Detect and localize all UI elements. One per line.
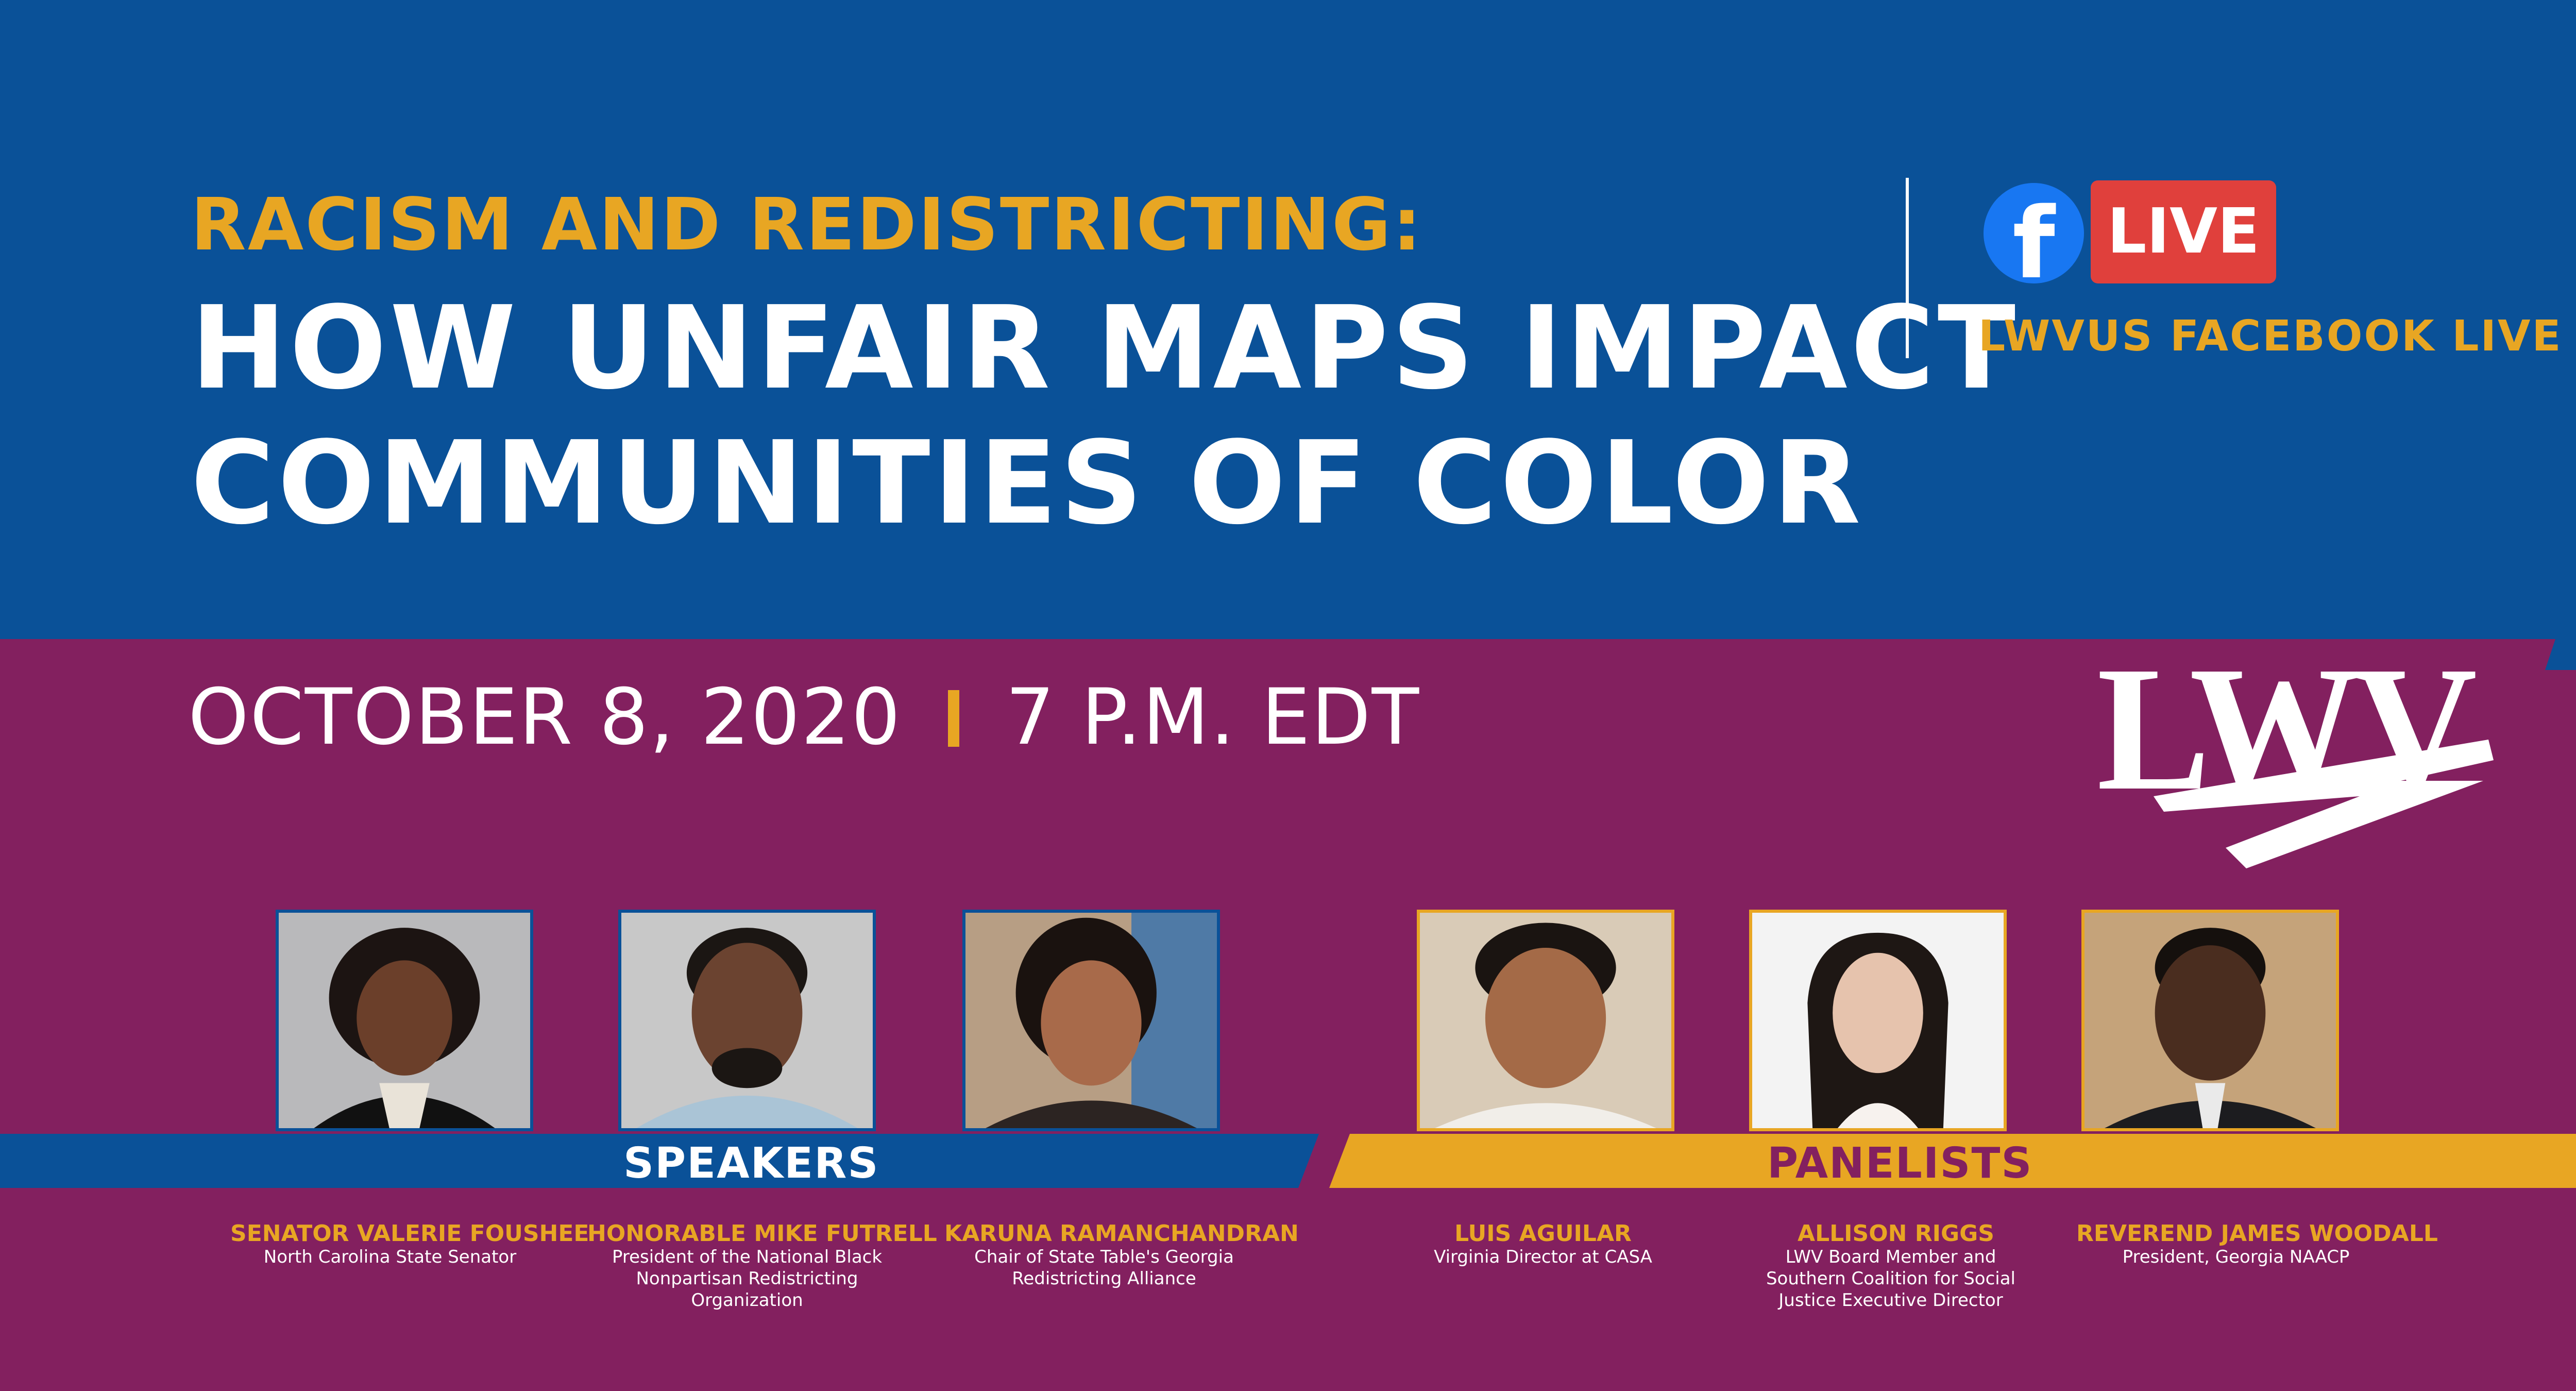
facebook-icon: f — [1984, 183, 2084, 283]
speaker-name-3: KARUNA RAMANCHANDRAN — [944, 1220, 1299, 1247]
speaker-role-3: Chair of State Table's Georgia Redistric… — [974, 1247, 1234, 1289]
speaker-role-1: North Carolina State Senator — [263, 1247, 517, 1267]
panelist-name-2: ALLISON RIGGS — [1798, 1220, 1994, 1247]
live-badge: LIVE — [2091, 180, 2276, 283]
speakers-banner — [0, 1134, 1319, 1188]
panelist-photo-allison-riggs — [1749, 910, 2007, 1131]
panelists-label: PANELISTS — [1767, 1139, 2033, 1188]
speaker-photo-valerie-foushee — [276, 910, 533, 1131]
headline-line-2: COMMUNITIES OF COLOR — [191, 417, 1864, 550]
panelists-banner — [1329, 1134, 2576, 1188]
speaker-name-1: SENATOR VALERIE FOUSHEE — [230, 1220, 589, 1247]
panelist-name-3: REVEREND JAMES WOODALL — [2076, 1220, 2438, 1247]
facebook-live-caption: LWVUS FACEBOOK LIVE — [1978, 312, 2563, 361]
lwv-logo: LWV — [2097, 630, 2494, 868]
date-band — [0, 639, 2576, 773]
speaker-name-2: HONORABLE MIKE FUTRELL — [587, 1220, 937, 1247]
panelist-role-1: Virginia Director at CASA — [1434, 1247, 1652, 1267]
panelist-role-3: President, Georgia NAACP — [2122, 1247, 2350, 1267]
panelist-name-1: LUIS AGUILAR — [1454, 1220, 1632, 1247]
speaker-photo-karuna-ramanchandran — [962, 910, 1220, 1131]
facebook-icon-letter: f — [2012, 187, 2055, 283]
speaker-photo-mike-futrell — [618, 910, 876, 1131]
header-background — [0, 0, 2576, 639]
event-date: OCTOBER 8, 2020 — [188, 673, 902, 762]
date-separator — [947, 690, 959, 747]
speaker-role-2: President of the National Black Nonparti… — [612, 1247, 883, 1311]
vertical-divider — [1906, 178, 1909, 358]
headline-line-1: HOW UNFAIR MAPS IMPACT — [191, 282, 2019, 415]
event-date-time: OCTOBER 8, 2020 7 P.M. EDT — [188, 673, 1420, 762]
panelist-photo-luis-aguilar — [1417, 910, 1674, 1131]
event-kicker: RACISM AND REDISTRICTING: — [191, 183, 1423, 267]
speakers-label: SPEAKERS — [623, 1139, 879, 1188]
event-headline: HOW UNFAIR MAPS IMPACT COMMUNITIES OF CO… — [191, 281, 2019, 551]
event-time: 7 P.M. EDT — [1005, 673, 1420, 762]
panelist-role-2: LWV Board Member and Southern Coalition … — [1766, 1247, 2016, 1311]
panelist-photo-james-woodall — [2081, 910, 2339, 1131]
